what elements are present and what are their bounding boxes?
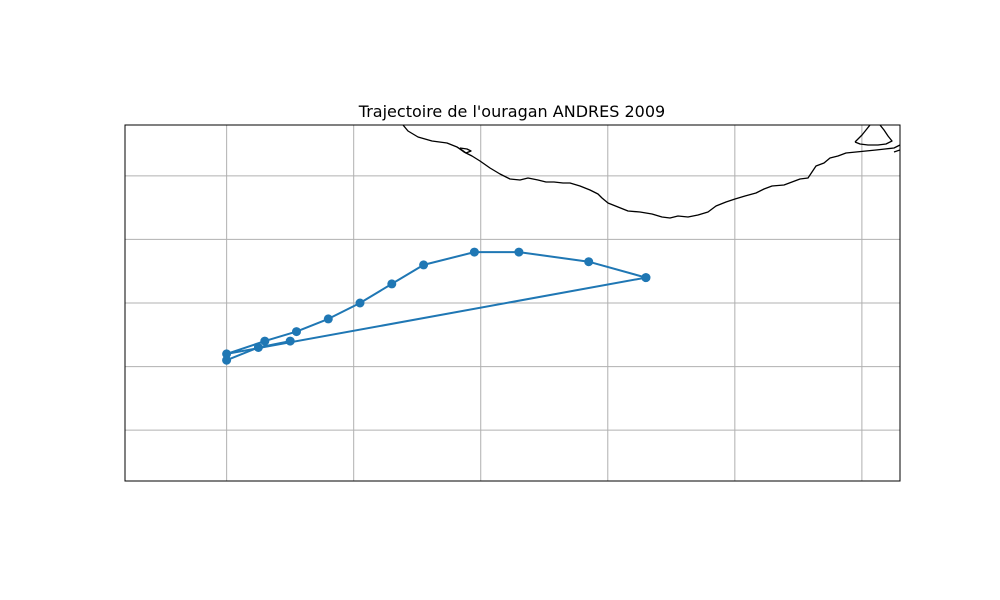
- gridlines: [125, 125, 900, 481]
- track-point: [641, 273, 651, 283]
- coastline-northeast: [854, 125, 900, 153]
- hurricane-track: [222, 247, 651, 365]
- coastline: [402, 125, 900, 219]
- track-point: [469, 247, 479, 257]
- track-point: [253, 343, 263, 352]
- track-point: [323, 314, 333, 324]
- map-title: Trajectoire de l'ouragan ANDRES 2009: [358, 102, 665, 121]
- map-frame: [124, 124, 901, 482]
- track-point: [419, 260, 429, 270]
- coastline-mainland: [402, 125, 900, 219]
- track-point: [222, 355, 232, 365]
- coastline-estuary: [456, 146, 472, 154]
- track-point: [285, 336, 295, 346]
- track-point: [292, 327, 301, 337]
- track-point: [355, 298, 365, 308]
- track-point: [260, 336, 270, 346]
- track-point: [222, 349, 232, 359]
- track-point: [514, 247, 524, 257]
- track-point: [387, 279, 397, 289]
- track-point: [584, 257, 594, 267]
